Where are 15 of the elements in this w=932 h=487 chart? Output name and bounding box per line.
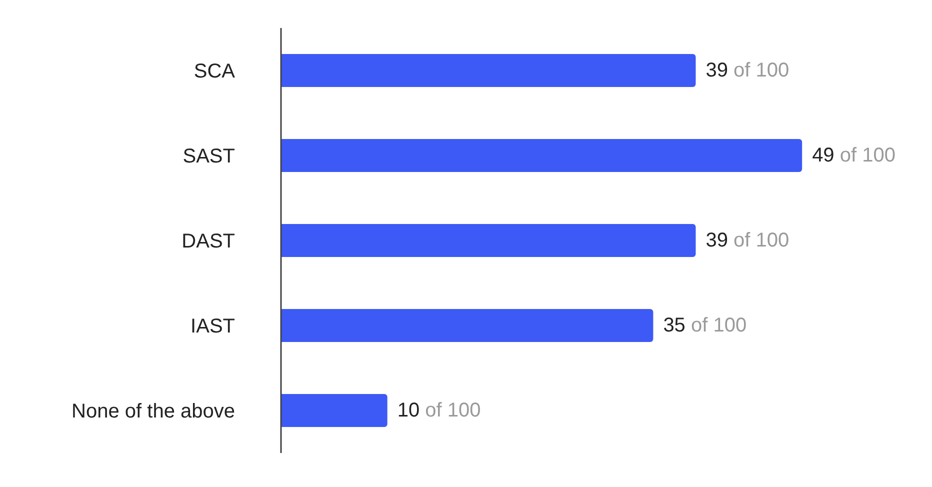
bar [281,139,802,172]
data-label: 10 of 100 [397,400,481,422]
bar [281,224,696,257]
data-label: 39 of 100 [706,60,790,82]
bar [281,54,696,87]
y-tick-label: SCA [194,60,236,83]
data-label: 35 of 100 [663,314,747,336]
bar [281,309,654,342]
bar [281,394,388,427]
y-tick-label: SAST [182,146,235,168]
y-tick-label: None of the above [72,400,235,423]
y-tick-label: DAST [182,230,235,253]
y-tick-label: IAST [190,316,235,338]
data-label: 49 of 100 [812,144,896,166]
data-label: 39 of 100 [706,230,790,252]
